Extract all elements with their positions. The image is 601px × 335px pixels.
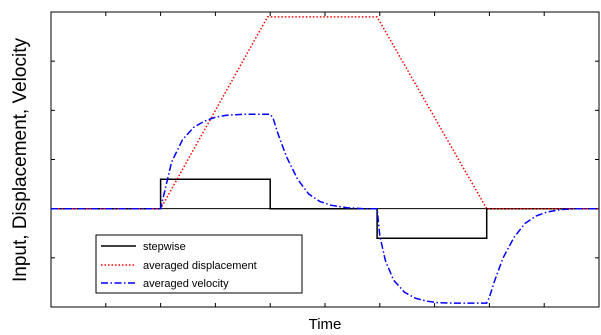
legend-label-stepwise: stepwise [143, 241, 186, 253]
series-line-averaged-velocity [51, 113, 599, 304]
x-axis-label: Time [309, 316, 342, 333]
legend-label-averaged-velocity: averaged velocity [143, 278, 229, 290]
y-axis-label: Input, Displacement, Velocity [10, 38, 31, 282]
legend-label-averaged-displacement: averaged displacement [143, 260, 257, 272]
series-layer [51, 16, 599, 304]
legend: stepwise averaged displacement averaged … [95, 234, 303, 294]
series-line-stepwise [51, 178, 599, 239]
